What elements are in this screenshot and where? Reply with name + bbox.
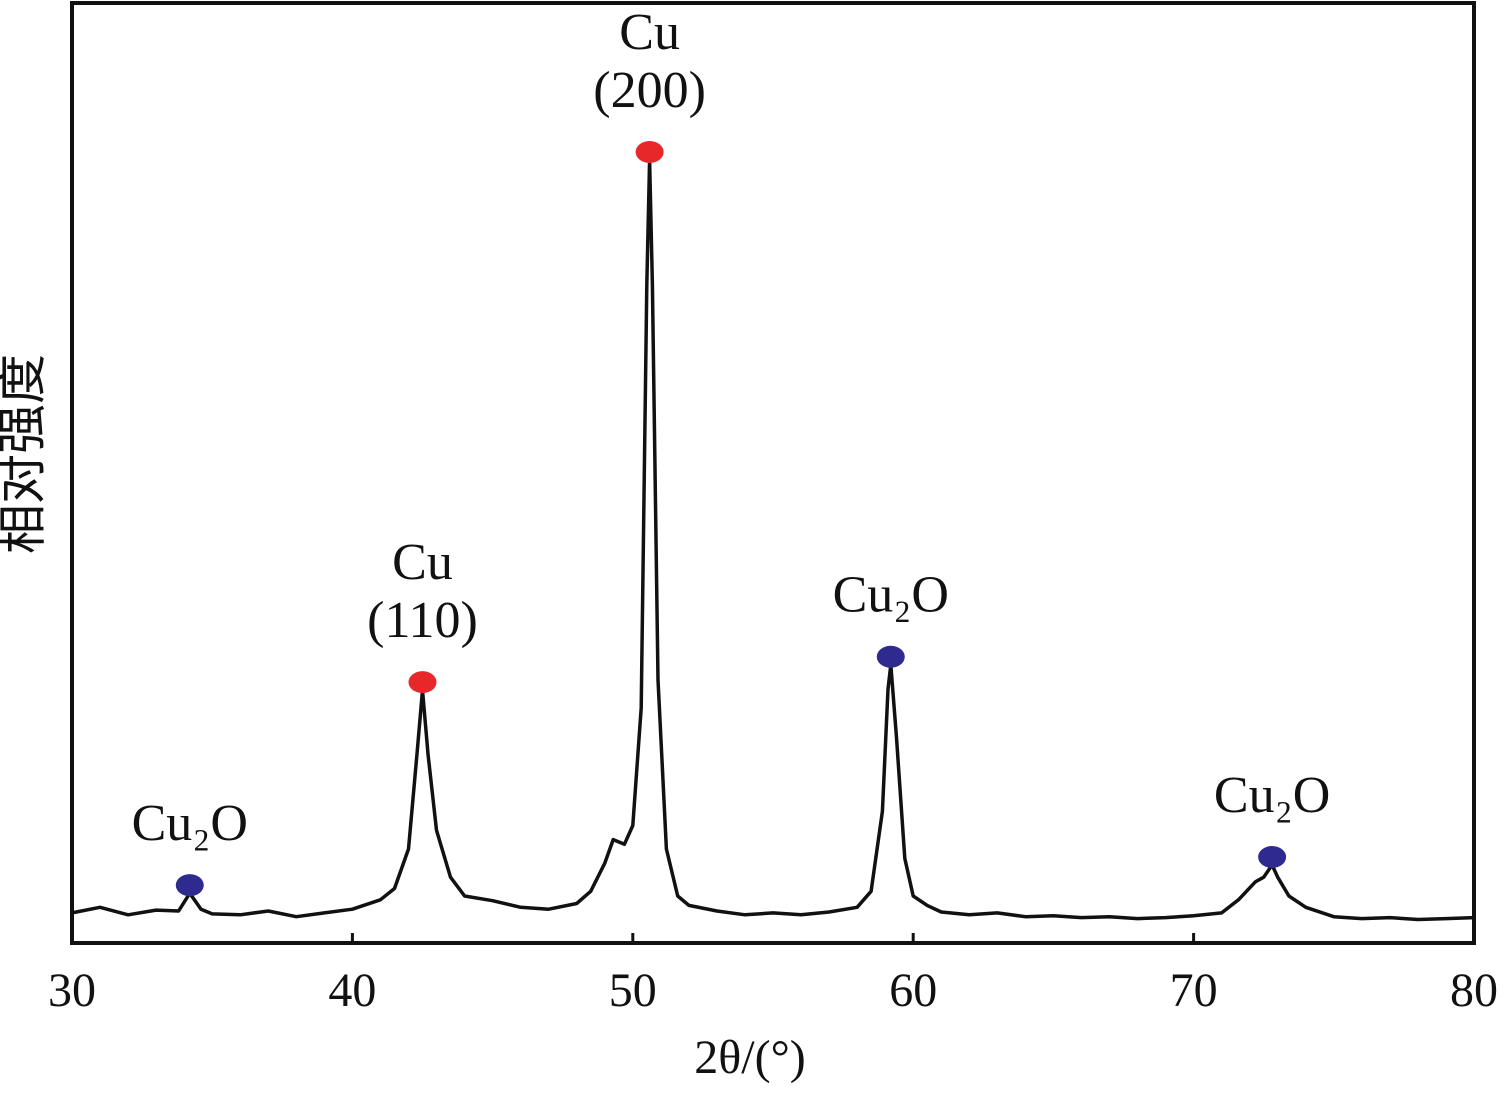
peak-marker: [635, 140, 664, 163]
peak-label: Cu: [619, 4, 680, 61]
plot-frame: [70, 1, 1476, 945]
x-axis-label: 2θ/(°): [694, 1031, 806, 1084]
x-tick-label: 30: [48, 964, 96, 1017]
y-axis-label: 相对强度: [0, 354, 50, 554]
peak-label: Cu₂O: [132, 795, 248, 852]
peak-label: (110): [367, 592, 478, 649]
peak-label: Cu: [392, 534, 453, 591]
peak-label: Cu₂O: [1214, 767, 1330, 824]
x-tick-label: 50: [609, 964, 657, 1017]
peak-marker: [175, 874, 204, 897]
peak-marker: [876, 645, 905, 668]
peak-label: (200): [593, 62, 706, 119]
x-tick-label: 60: [889, 964, 937, 1017]
peak-marker: [408, 671, 437, 694]
x-tick-label: 80: [1450, 964, 1498, 1017]
peak-marker: [1258, 845, 1287, 868]
peak-label: Cu₂O: [833, 567, 949, 624]
x-tick-label: 40: [328, 964, 376, 1017]
x-tick-label: 70: [1170, 964, 1218, 1017]
xrd-trace: [71, 158, 1475, 922]
